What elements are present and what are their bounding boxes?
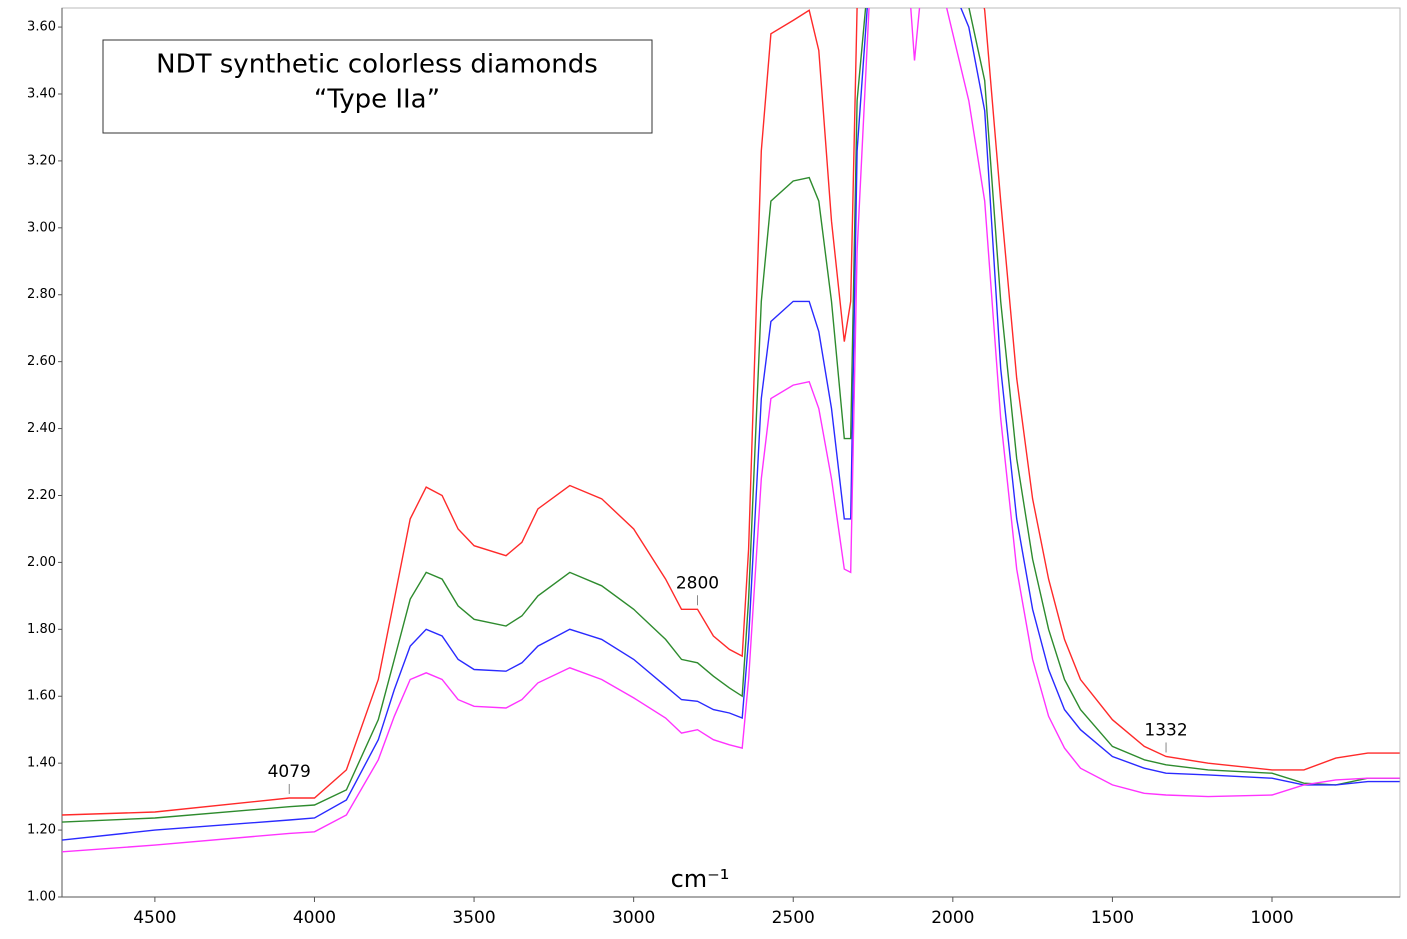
series-line bbox=[62, 8, 1400, 823]
x-tick-label: 3500 bbox=[452, 908, 495, 928]
x-tick-label: 1500 bbox=[1091, 908, 1134, 928]
x-axis-label: cm⁻¹ bbox=[671, 865, 730, 893]
plot-frame bbox=[61, 7, 1401, 898]
y-tick-label: 3.00 bbox=[27, 220, 56, 235]
series-line bbox=[62, 8, 1400, 816]
series-group bbox=[62, 8, 1400, 853]
y-tick-label: 1.00 bbox=[27, 890, 56, 905]
y-tick-label: 2.60 bbox=[27, 354, 56, 369]
chart-title: NDT synthetic colorless diamonds bbox=[156, 50, 598, 80]
x-tick-label: 4000 bbox=[293, 908, 336, 928]
y-tick-label: 1.80 bbox=[27, 622, 56, 637]
annotation: 2800 bbox=[676, 573, 719, 593]
y-tick-label: 3.40 bbox=[27, 86, 56, 101]
y-tick-label: 2.20 bbox=[27, 488, 56, 503]
x-tick-label: 3000 bbox=[612, 908, 655, 928]
y-tick-label: 1.20 bbox=[27, 823, 56, 838]
y-tick-label: 2.00 bbox=[27, 555, 56, 570]
annotation: 4079 bbox=[268, 762, 311, 782]
y-tick-label: 2.40 bbox=[27, 421, 56, 436]
x-tick-label: 1000 bbox=[1250, 908, 1293, 928]
x-tick-label: 4500 bbox=[133, 908, 176, 928]
title-box bbox=[102, 39, 653, 134]
series-line bbox=[62, 8, 1400, 853]
y-tick-label: 1.60 bbox=[27, 689, 56, 704]
y-tick-label: 3.20 bbox=[27, 153, 56, 168]
y-tick-label: 1.40 bbox=[27, 756, 56, 771]
annotation: 1332 bbox=[1144, 720, 1187, 740]
series-line bbox=[62, 8, 1400, 841]
chart-title: “Type IIa” bbox=[314, 85, 440, 115]
x-tick-label: 2000 bbox=[931, 908, 974, 928]
y-tick-label: 2.80 bbox=[27, 287, 56, 302]
x-tick-label: 2500 bbox=[772, 908, 815, 928]
y-tick-label: 3.60 bbox=[27, 20, 56, 35]
